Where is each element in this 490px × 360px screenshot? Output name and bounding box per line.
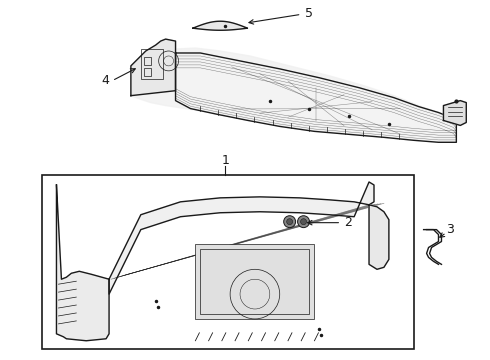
Polygon shape (131, 48, 456, 142)
Text: 5: 5 (305, 7, 313, 20)
Polygon shape (131, 39, 175, 96)
Circle shape (284, 216, 295, 228)
Polygon shape (369, 205, 389, 269)
Circle shape (287, 219, 293, 225)
Text: 4: 4 (101, 74, 109, 87)
Bar (200, 249, 310, 314)
Bar (144, 68, 151, 76)
Circle shape (297, 216, 310, 228)
Bar (141, 49, 163, 79)
Circle shape (300, 219, 307, 225)
Polygon shape (443, 100, 466, 125)
Polygon shape (56, 185, 109, 341)
Text: 3: 3 (446, 223, 454, 236)
Polygon shape (193, 21, 247, 30)
Polygon shape (109, 182, 374, 294)
Bar (196, 244, 315, 319)
Text: 2: 2 (344, 216, 352, 229)
Text: 1: 1 (221, 154, 229, 167)
Bar (42, 175, 414, 349)
Bar (144, 57, 151, 65)
